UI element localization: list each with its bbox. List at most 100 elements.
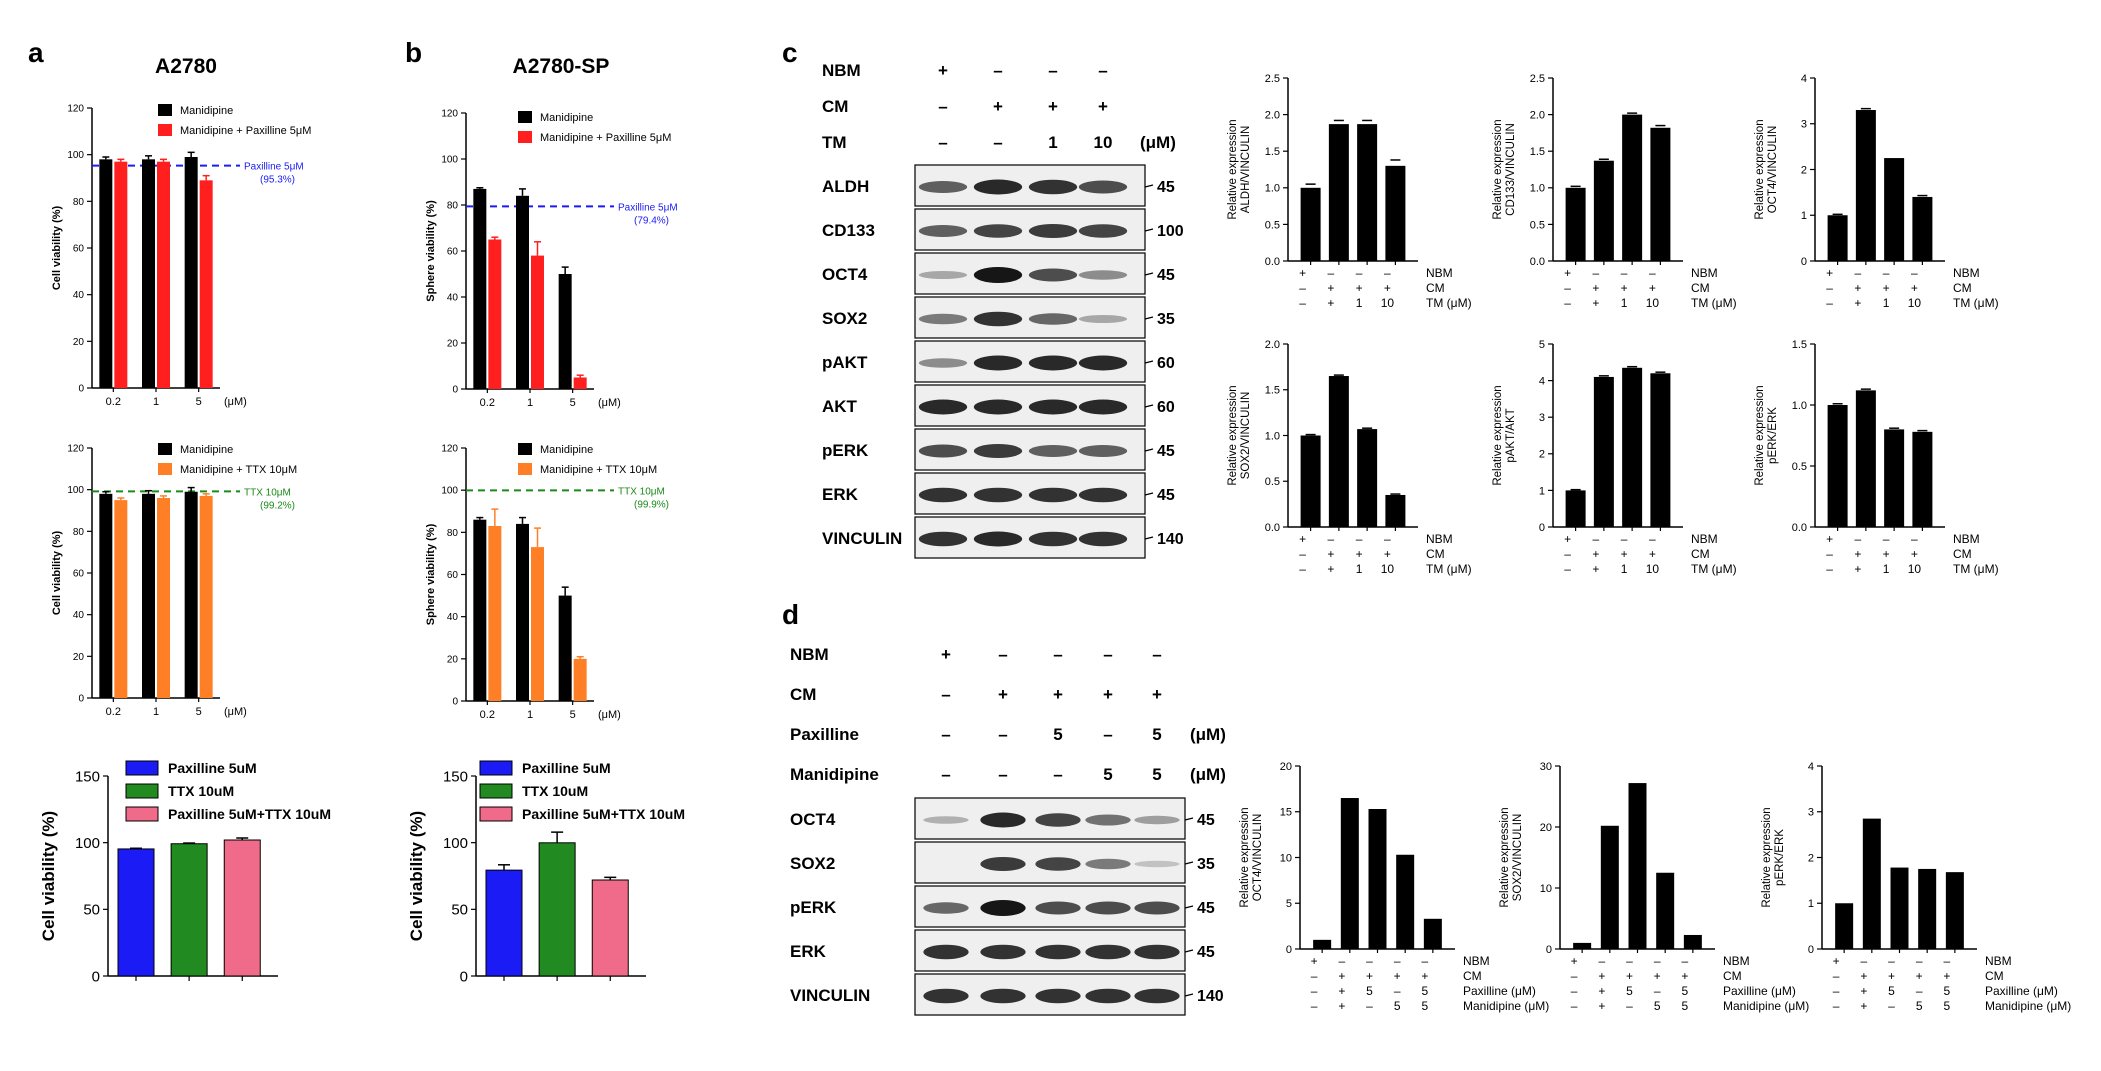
y-axis-label-ratio: OCT4/VINCULIN	[1252, 814, 1264, 902]
kda-marker	[1144, 492, 1154, 496]
condition-mark: +	[1883, 547, 1890, 561]
blot-band	[980, 944, 1026, 960]
blot-band	[1134, 815, 1180, 825]
y-tick-label: 0.5	[1792, 461, 1807, 473]
condition-mark: 5	[1394, 999, 1401, 1013]
condition-mark: +	[1654, 969, 1661, 983]
kda-label: 45	[1157, 267, 1175, 284]
condition-label: TM (μM)	[1426, 562, 1472, 576]
condition-mark: 5	[1053, 725, 1062, 744]
condition-mark: +	[1592, 562, 1599, 576]
y-tick-label: 60	[73, 244, 85, 255]
condition-mark: –	[1888, 954, 1895, 968]
condition-mark: 1	[1356, 562, 1363, 576]
condition-mark: +	[1626, 969, 1633, 983]
condition-mark: –	[1944, 954, 1951, 968]
bar-green	[538, 842, 576, 977]
condition-mark: –	[1833, 969, 1840, 983]
band-label: OCT4	[790, 810, 836, 829]
bar-black	[1855, 110, 1876, 262]
blot-band	[973, 311, 1023, 327]
condition-unit: (μM)	[1190, 765, 1226, 784]
blot-band	[1078, 531, 1128, 547]
condition-mark: –	[1571, 969, 1578, 983]
condition-mark: +	[1384, 281, 1391, 295]
legend-swatch-black	[518, 443, 532, 455]
bar-black	[1862, 818, 1881, 949]
condition-mark: –	[1911, 532, 1918, 546]
legend-label: Manidipine	[540, 444, 593, 456]
condition-mark: +	[1649, 281, 1656, 295]
condition-mark: –	[1564, 281, 1571, 295]
y-axis-label-ratio: pERK/ERK	[1774, 829, 1786, 886]
bar-black	[1622, 367, 1643, 527]
condition-mark: –	[1833, 999, 1840, 1013]
blot-band	[980, 900, 1026, 916]
bar-black	[1912, 196, 1933, 261]
y-axis-label-ratio: OCT4/VINCULIN	[1767, 126, 1779, 214]
condition-mark: +	[1394, 969, 1401, 983]
condition-mark: 5	[1366, 984, 1373, 998]
y-tick-label: 5	[1286, 898, 1292, 910]
condition-mark: 5	[1682, 999, 1689, 1013]
y-tick-label: 0	[1801, 256, 1807, 268]
condition-mark: –	[1384, 532, 1391, 546]
chart-c1: 0.0 0.5 1.0 1.5 2.0 2.5 Relative expression ALD…	[1227, 73, 1472, 310]
condition-label: NBM	[1953, 532, 1980, 546]
y-axis-label: Cell viability (%)	[407, 811, 426, 941]
y-tick-label: 1	[1801, 210, 1807, 222]
blot-band	[918, 444, 968, 458]
condition-mark: –	[1571, 984, 1578, 998]
bar-black	[1340, 798, 1359, 949]
kda-label: 45	[1157, 179, 1175, 196]
condition-mark: –	[1103, 645, 1112, 664]
bar-orange	[199, 495, 213, 698]
y-tick-label: 60	[73, 569, 85, 580]
blot-band	[918, 271, 968, 279]
y-tick-label: 120	[67, 444, 84, 455]
condition-mark: –	[1860, 954, 1867, 968]
bar-pink	[223, 839, 261, 977]
kda-marker	[1144, 536, 1154, 540]
reference-line-value: (79.4%)	[634, 215, 669, 226]
y-tick-label: 50	[83, 902, 100, 919]
condition-mark: –	[1888, 999, 1895, 1013]
blot-band	[1134, 944, 1180, 960]
kda-marker	[1144, 360, 1154, 364]
blot-band	[1134, 901, 1180, 915]
x-tick-label: 0.2	[480, 397, 495, 409]
kda-marker	[1184, 905, 1194, 909]
legend-label: TTX 10uM	[168, 783, 234, 799]
condition-mark: +	[1366, 969, 1373, 983]
y-tick-label: 1.5	[1265, 385, 1280, 397]
bar-black	[1423, 918, 1442, 949]
condition-mark: –	[993, 133, 1002, 152]
condition-label: NBM	[1691, 266, 1718, 280]
condition-mark: +	[1860, 984, 1867, 998]
legend-swatch-red	[518, 131, 532, 143]
condition-label: Paxilline (μM)	[1723, 984, 1796, 998]
blot-band	[1078, 315, 1128, 323]
condition-mark: +	[1649, 547, 1656, 561]
y-axis-label-ratio: ALDH/VINCULIN	[1240, 126, 1252, 214]
condition-mark: 1	[1883, 562, 1890, 576]
blot-band	[973, 267, 1023, 283]
y-axis-label: Relative expression	[1499, 807, 1511, 907]
y-tick-label: 150	[443, 768, 468, 785]
blot-band	[1028, 179, 1078, 195]
kda-marker	[1144, 316, 1154, 320]
legend-label: Paxilline 5uM+TTX 10uM	[522, 806, 685, 822]
condition-mark: +	[1327, 296, 1334, 310]
y-tick-label: 20	[1280, 761, 1292, 773]
condition-mark: –	[1883, 266, 1890, 280]
condition-mark: 10	[1381, 296, 1395, 310]
condition-mark: –	[1833, 984, 1840, 998]
y-tick-label: 1.5	[1792, 339, 1807, 351]
condition-mark: 1	[1621, 562, 1628, 576]
y-tick-label: 80	[73, 197, 85, 208]
condition-mark: –	[1826, 296, 1833, 310]
bar-orange	[488, 526, 502, 701]
kda-marker	[1144, 272, 1154, 276]
condition-mark: –	[1356, 266, 1363, 280]
